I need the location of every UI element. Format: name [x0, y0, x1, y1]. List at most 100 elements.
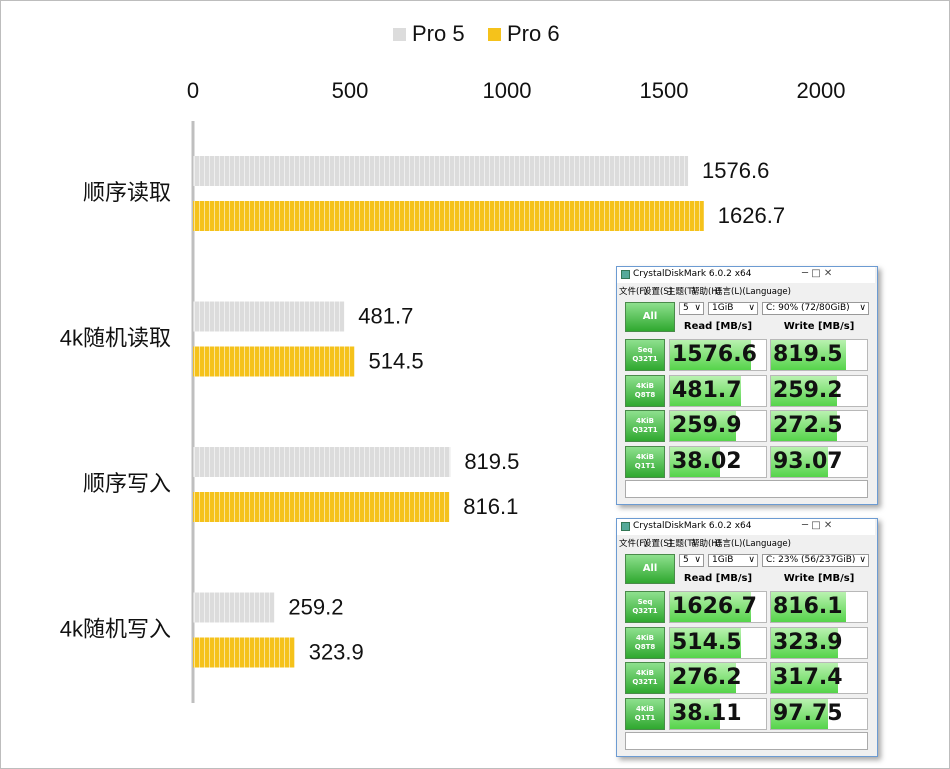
dropdown-arrow: ∨: [694, 555, 701, 565]
test-button[interactable]: 4KiB Q1T1: [625, 445, 665, 478]
test-label: 4KiB: [635, 704, 655, 713]
dropdown[interactable]: C: 23% (56/237GiB) ∨: [762, 554, 869, 567]
result-value: 323.9: [773, 629, 843, 655]
test-button[interactable]: 4KiB Q1T1: [625, 697, 665, 730]
value-label: 259.2: [288, 594, 343, 619]
result-cell: 481.7: [669, 374, 767, 407]
dropdown-value: 1GiB: [712, 555, 734, 565]
dropdown[interactable]: C: 90% (72/80GiB) ∨: [762, 302, 869, 315]
result-fill: [670, 663, 737, 693]
bar: [193, 447, 451, 477]
category-label: 顺序读取: [83, 180, 171, 205]
bar: [193, 592, 275, 623]
bar: [193, 492, 450, 522]
menu-item[interactable]: 设置(S): [643, 539, 673, 549]
x-tick-label: 1500: [640, 78, 689, 103]
dropdown[interactable]: 5 ∨: [679, 302, 704, 315]
dropdown-arrow: ∨: [748, 555, 755, 565]
x-tick-label: 1000: [483, 78, 532, 103]
dropdown-value: C: 23% (56/237GiB): [766, 555, 856, 565]
menu-item[interactable]: 设置(S): [643, 287, 673, 297]
column-header: Read [MB/s]: [683, 321, 753, 332]
test-button[interactable]: Seq Q32T1: [625, 339, 665, 371]
dropdown[interactable]: 1GiB ∨: [708, 302, 758, 315]
value-label: 816.1: [463, 494, 518, 519]
test-button[interactable]: 4KiB Q32T1: [625, 410, 665, 442]
menu-item[interactable]: 文件(F): [619, 539, 648, 549]
result-fill: [670, 411, 736, 441]
test-label: 4KiB: [635, 381, 655, 390]
result-fill: [670, 446, 720, 477]
dropdown-arrow: ∨: [748, 303, 755, 313]
result-cell: 317.4: [770, 662, 868, 694]
bar: [193, 637, 295, 668]
app-icon: [621, 522, 630, 531]
test-button[interactable]: 4KiB Q32T1: [625, 662, 665, 694]
window-title: CrystalDiskMark 6.0.2 x64: [633, 521, 752, 531]
menu-item[interactable]: 帮助(H): [691, 539, 722, 549]
run-all-button[interactable]: All: [625, 554, 675, 584]
column-header: Write [MB/s]: [783, 573, 855, 584]
result-value: 819.5: [773, 342, 843, 367]
result-fill: [771, 411, 837, 441]
title-bar: CrystalDiskMark 6.0.2 x64 ─ □ ✕: [617, 267, 875, 283]
result-fill: [670, 627, 742, 658]
result-value: 259.2: [773, 377, 843, 403]
value-label: 323.9: [309, 639, 364, 664]
dropdown-value: 1GiB: [712, 303, 734, 313]
test-label: 4KiB: [635, 452, 655, 461]
dropdown-arrow: ∨: [859, 303, 866, 313]
test-label: Q1T1: [634, 713, 656, 722]
result-value: 317.4: [773, 665, 843, 690]
menu-item[interactable]: 语言(L)(Language): [714, 287, 791, 297]
menu-item[interactable]: 语言(L)(Language): [714, 539, 791, 549]
result-cell: 38.11: [669, 697, 767, 730]
menu-item[interactable]: 主题(T): [667, 287, 696, 297]
dropdown[interactable]: 1GiB ∨: [708, 554, 758, 567]
menu-item[interactable]: 主题(T): [667, 539, 696, 549]
result-fill: [670, 698, 720, 729]
result-value: 97.75: [773, 700, 843, 726]
run-all-button[interactable]: All: [625, 302, 675, 332]
test-button[interactable]: 4KiB Q8T8: [625, 626, 665, 659]
result-cell: 272.5: [770, 410, 868, 442]
legend-label: Pro 5: [412, 21, 465, 46]
result-value: 1576.6: [672, 342, 757, 367]
legend-swatch: [488, 28, 501, 41]
result-cell: 819.5: [770, 339, 868, 371]
result-value: 816.1: [773, 594, 843, 619]
menu-item[interactable]: 帮助(H): [691, 287, 722, 297]
result-value: 1626.7: [672, 594, 757, 619]
result-fill: [771, 446, 828, 477]
legend-swatch: [393, 28, 406, 41]
comment-box: [625, 480, 868, 498]
comment-box: [625, 732, 868, 750]
test-label: Q32T1: [632, 607, 658, 615]
legend-label: Pro 6: [507, 21, 560, 46]
value-label: 1626.7: [718, 203, 785, 228]
value-label: 481.7: [358, 303, 413, 328]
test-label: Q32T1: [632, 426, 658, 434]
result-fill: [670, 375, 741, 406]
test-label: 4KiB: [635, 669, 655, 677]
result-value: 481.7: [672, 377, 742, 403]
test-button[interactable]: Seq Q32T1: [625, 591, 665, 623]
app-icon: [621, 270, 630, 279]
test-button[interactable]: 4KiB Q8T8: [625, 374, 665, 407]
dropdown[interactable]: 5 ∨: [679, 554, 704, 567]
app-window: CrystalDiskMark 6.0.2 x64 ─ □ ✕ 文件(F) 设置(S)…: [616, 518, 878, 757]
bar: [193, 156, 689, 186]
result-fill: [771, 663, 839, 693]
category-label: 顺序写入: [83, 471, 171, 496]
app-window: CrystalDiskMark 6.0.2 x64 ─ □ ✕ 文件(F) 设置(S)…: [616, 266, 878, 505]
result-cell: 276.2: [669, 662, 767, 694]
window-title: CrystalDiskMark 6.0.2 x64: [633, 269, 752, 279]
menu-item[interactable]: 文件(F): [619, 287, 648, 297]
test-label: 4KiB: [635, 633, 655, 642]
test-label: Q8T8: [634, 642, 656, 651]
test-label: Q8T8: [634, 390, 656, 399]
dropdown-value: C: 90% (72/80GiB): [766, 303, 850, 313]
result-cell: 1576.6: [669, 339, 767, 371]
result-fill: [771, 698, 829, 729]
